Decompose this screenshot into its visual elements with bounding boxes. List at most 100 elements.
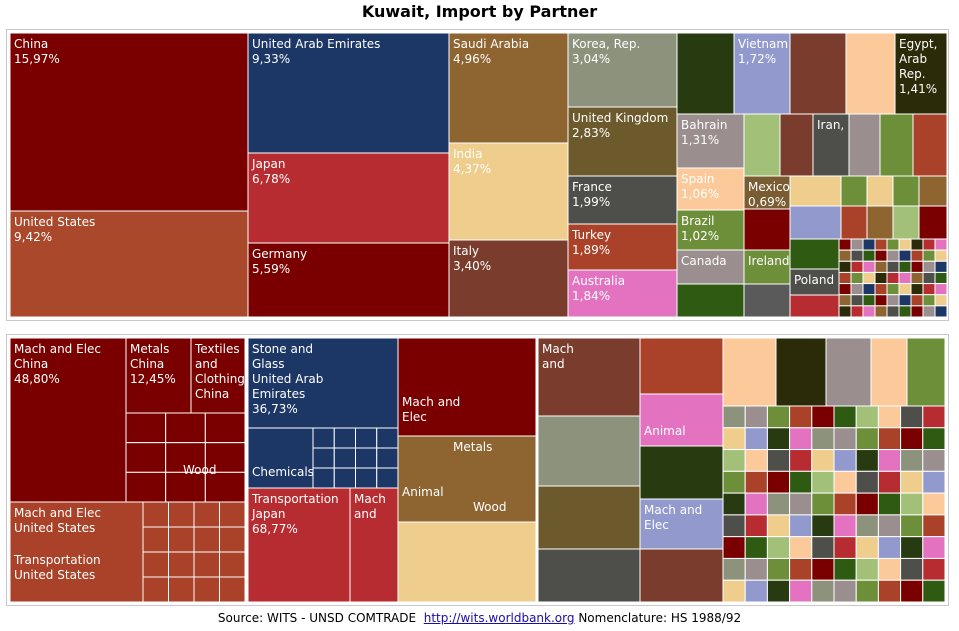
treemap-subcell	[193, 576, 220, 603]
partner-cell	[676, 209, 745, 251]
treemap-subcell	[898, 249, 912, 262]
cell-label-line: United Arab	[252, 372, 323, 386]
treemap-subcell	[910, 271, 924, 285]
cell-label: Vietnam 1,72%	[738, 37, 788, 66]
treemap-subcell	[838, 238, 852, 251]
treemap-subcell	[838, 260, 852, 273]
cell-label: Metals	[453, 440, 492, 454]
source-text: Source: WITS - UNSD COMTRADE	[217, 611, 417, 625]
footer: Source: WITS - UNSD COMTRADE http://wits…	[0, 611, 959, 625]
treemap-subcell	[898, 294, 912, 307]
cell-label-line: Arab	[899, 52, 927, 66]
cell-label-line: Rep.	[899, 67, 926, 81]
cell-label-line: 12,45%	[130, 372, 176, 386]
cell-label: Korea, Rep. 3,04%	[572, 37, 640, 66]
cell-label-line: 9,33%	[252, 52, 290, 66]
cell-label-line: Elec	[402, 410, 427, 424]
treemap-subcell	[766, 557, 791, 581]
treemap-subcell	[874, 249, 888, 262]
treemap-subcell	[910, 305, 924, 318]
treemap-subcell	[168, 576, 195, 603]
treemap-subcell	[850, 294, 864, 307]
treemap-subcell	[744, 492, 768, 516]
cell-label-line: Australia	[572, 274, 625, 288]
partner-cell	[743, 283, 791, 318]
treemap-subcell	[766, 536, 791, 559]
product-cell	[537, 485, 641, 550]
cell-label-line: Turkey	[571, 228, 611, 242]
cell-label-line: 3,40%	[453, 259, 491, 273]
partner-cell	[676, 32, 735, 115]
treemap-subcell	[855, 514, 879, 538]
cell-label-line: Brazil	[681, 214, 715, 228]
cell-label-line: 4,96%	[453, 52, 491, 66]
treemap-subcell	[910, 294, 924, 307]
cell-label-line: Korea, Rep.	[572, 37, 640, 51]
treemap-subcell	[811, 449, 835, 472]
cell-label: Germany 5,59%	[252, 247, 307, 276]
cell-label-line: Italy	[453, 244, 479, 258]
treemap-subcell	[874, 305, 888, 318]
product-cell	[722, 337, 777, 407]
treemap-subcell	[898, 238, 912, 251]
cell-label: Metals China 12,45%	[130, 342, 176, 386]
treemap-subcell	[862, 249, 876, 262]
treemap-subcell	[766, 492, 791, 516]
treemap-subcell	[886, 249, 900, 262]
partner-cell	[743, 249, 791, 285]
cell-label: United Arab Emirates 9,33%	[252, 37, 380, 66]
treemap-subcell	[142, 501, 169, 528]
treemap-subcell	[922, 249, 936, 262]
partner-treemap: China 15,97% United States 9,42% United Arab…	[6, 29, 949, 321]
treemap-subcell	[934, 305, 948, 318]
treemap-subcell	[333, 467, 356, 489]
partner-cell	[247, 32, 450, 154]
treemap-subcell	[722, 514, 746, 538]
treemap-subcell	[922, 405, 946, 429]
cell-label-line: Germany	[252, 247, 307, 261]
product-cell	[906, 337, 946, 407]
treemap-subcell	[312, 427, 335, 449]
cell-label-line: Mach	[354, 492, 386, 506]
product-cell	[397, 435, 537, 523]
cell-label-line: Chemicals	[252, 465, 314, 479]
cell-label-line: 1,89%	[572, 243, 610, 257]
cell-label-line: and	[542, 357, 565, 371]
cell-label-line: 0,69%	[748, 195, 786, 209]
treemap-subcell	[811, 536, 835, 559]
cell-label: China 15,97%	[14, 37, 60, 66]
cell-label: Poland	[794, 273, 834, 287]
wits-link[interactable]: http://wits.worldbank.org	[423, 611, 575, 625]
treemap-subcell	[833, 470, 857, 494]
partner-cell	[247, 152, 450, 244]
partner-cell	[779, 113, 814, 177]
treemap-subcell	[922, 449, 946, 472]
chart-title: Kuwait, Import by Partner	[361, 2, 598, 21]
partner-cell	[567, 175, 678, 225]
product-cell	[825, 337, 872, 407]
treemap-subcell	[333, 447, 356, 469]
partner-cell	[840, 205, 868, 240]
treemap-subcell	[789, 557, 813, 581]
cell-label-line: Mach	[542, 342, 574, 356]
treemap-subcell	[376, 427, 399, 449]
treemap-subcell	[877, 449, 902, 472]
treemap-subcell	[722, 536, 746, 559]
partner-cell	[866, 205, 894, 240]
treemap-subcell	[193, 551, 220, 578]
treemap-subcell	[789, 405, 813, 429]
cell-label-line: Glass	[252, 357, 285, 371]
treemap-subcell	[811, 492, 835, 516]
treemap-subcell	[766, 427, 791, 451]
partner-cell	[845, 32, 896, 115]
partner-cell	[247, 242, 450, 318]
treemap-subcell	[900, 514, 924, 538]
treemap-subcell	[874, 260, 888, 273]
partner-cell	[448, 239, 569, 318]
cell-label-line: United Kingdom	[572, 111, 668, 125]
cell-label: Chemicals	[252, 465, 314, 479]
partner-cell	[676, 167, 745, 211]
treemap-subcell	[874, 271, 888, 285]
partner-cell	[918, 205, 948, 240]
treemap-subcell	[862, 238, 876, 251]
